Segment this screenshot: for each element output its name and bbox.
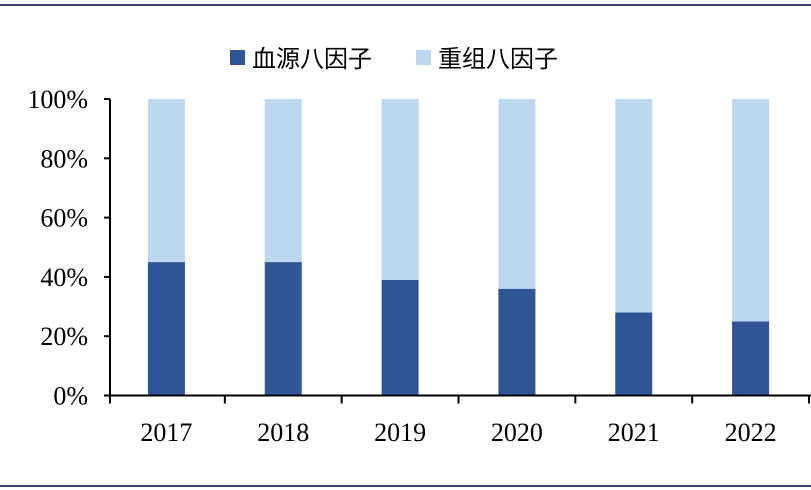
- x-tick-label: 2018: [257, 418, 309, 447]
- bar-2018-series-0: [264, 262, 302, 396]
- legend-swatch-series-1: [416, 50, 431, 65]
- bar-2018-series-1: [264, 99, 302, 263]
- y-tick-label: 0%: [53, 382, 88, 411]
- legend-label-series-1: 重组八因子: [438, 45, 558, 73]
- bar-2022-series-1: [732, 99, 770, 322]
- top-rule: [0, 4, 811, 6]
- y-tick-label: 80%: [40, 144, 88, 173]
- bar-2020-series-0: [498, 288, 536, 396]
- y-tick-label: 60%: [40, 204, 88, 233]
- bar-2017-series-0: [147, 262, 185, 396]
- x-tick-label: 2021: [608, 418, 660, 447]
- bar-2019-series-0: [381, 279, 419, 396]
- bar-2019-series-1: [381, 99, 419, 280]
- x-tick-label: 2022: [725, 418, 777, 447]
- legend-label-series-0: 血源八因子: [252, 45, 372, 73]
- legend-swatch-series-0: [230, 50, 245, 65]
- bar-2020-series-1: [498, 99, 536, 289]
- y-tick-label: 100%: [27, 85, 88, 114]
- bar-2021-series-0: [615, 312, 653, 396]
- bar-2017-series-1: [147, 99, 185, 263]
- x-tick-label: 2017: [140, 418, 192, 447]
- bar-2022-series-0: [732, 321, 770, 396]
- x-tick-label: 2020: [491, 418, 543, 447]
- x-tick-label: 2019: [374, 418, 426, 447]
- bottom-rule: [0, 485, 811, 487]
- y-tick-label: 20%: [40, 322, 88, 351]
- legend: 血源八因子 重组八因子: [230, 45, 558, 73]
- bar-2021-series-1: [615, 99, 653, 313]
- y-tick-label: 40%: [40, 263, 88, 292]
